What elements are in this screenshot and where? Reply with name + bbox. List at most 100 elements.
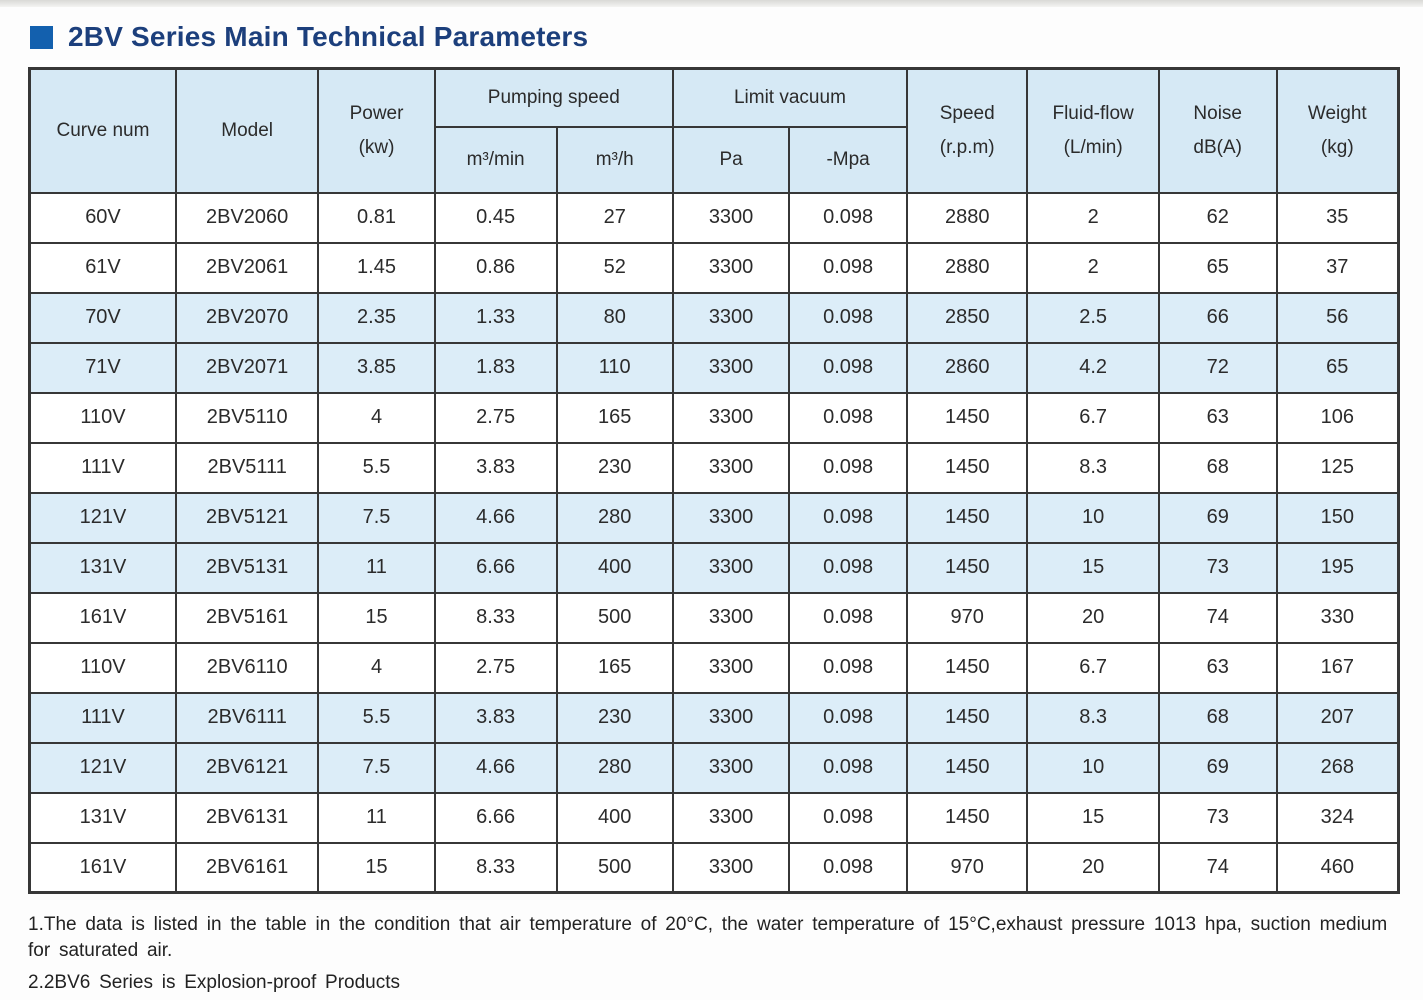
cell: 71V: [28, 341, 177, 394]
table-row: 71V 2BV2071 3.85 1.83 110 3300 0.098 2860 4.2 72 6…: [28, 341, 1400, 394]
cell: 280: [555, 741, 674, 794]
cell: 1.45: [317, 241, 436, 294]
cell: 2BV2061: [174, 241, 320, 294]
cell: 27: [555, 191, 674, 244]
cell: 4.66: [433, 741, 558, 794]
cell: 0.098: [788, 191, 908, 244]
cell: 5.5: [317, 691, 436, 744]
cell: 80: [555, 291, 674, 344]
cell: 2BV6110: [174, 641, 320, 694]
cell: 2.35: [317, 291, 436, 344]
cell: 3300: [671, 191, 791, 244]
cell: 3300: [671, 541, 791, 594]
cell: 1450: [905, 641, 1029, 694]
cell: 10: [1026, 741, 1160, 794]
cell: 56: [1275, 291, 1400, 344]
cell: 1.83: [433, 341, 558, 394]
cell: 324: [1275, 791, 1400, 844]
cell: 161V: [28, 591, 177, 644]
table-row: 110V 2BV5110 4 2.75 165 3300 0.098 1450 6.7 63 106: [28, 391, 1400, 444]
cell: 460: [1275, 841, 1400, 894]
cell: 0.098: [788, 241, 908, 294]
cell: 2BV6111: [174, 691, 320, 744]
cell: 2.75: [433, 391, 558, 444]
cell: 131V: [28, 541, 177, 594]
table-row: 131V 2BV6131 11 6.66 400 3300 0.098 1450 15 73 324: [28, 791, 1400, 844]
cell: 60V: [28, 191, 177, 244]
cell: 52: [555, 241, 674, 294]
col-header-speed: Speed (r.p.m): [905, 67, 1029, 194]
table-body: 60V 2BV2060 0.81 0.45 27 3300 0.098 2880 2 62 35 61…: [28, 191, 1400, 894]
table-row: 161V 2BV5161 15 8.33 500 3300 0.098 970 20 74 330: [28, 591, 1400, 644]
cell: 7.5: [317, 741, 436, 794]
table-row: 131V 2BV5131 11 6.66 400 3300 0.098 1450 15 73 195: [28, 541, 1400, 594]
cell: 20: [1026, 841, 1160, 894]
cell: 73: [1157, 791, 1278, 844]
cell: 2BV6131: [174, 791, 320, 844]
cell: 131V: [28, 791, 177, 844]
col-header-pumping-speed: Pumping speed: [433, 67, 674, 128]
technical-parameters-table: Curve num Model Power (kw) Pumping speed…: [28, 67, 1400, 894]
cell: 4.2: [1026, 341, 1160, 394]
col-header-limit-vacuum: Limit vacuum: [671, 67, 908, 128]
cell: 3300: [671, 441, 791, 494]
cell: 0.098: [788, 341, 908, 394]
col-header-pa: Pa: [671, 125, 791, 194]
cell: 121V: [28, 491, 177, 544]
cell: 0.45: [433, 191, 558, 244]
cell: 0.098: [788, 841, 908, 894]
cell: 400: [555, 791, 674, 844]
table-row: 61V 2BV2061 1.45 0.86 52 3300 0.098 2880 2 65 37: [28, 241, 1400, 294]
cell: 11: [317, 791, 436, 844]
cell: 3300: [671, 741, 791, 794]
cell: 0.098: [788, 791, 908, 844]
cell: 65: [1275, 341, 1400, 394]
datasheet-page: 2BV Series Main Technical Parameters Cur…: [0, 7, 1423, 997]
table-row: 111V 2BV5111 5.5 3.83 230 3300 0.098 1450 8.3 68 1…: [28, 441, 1400, 494]
cell: 0.098: [788, 691, 908, 744]
cell: 400: [555, 541, 674, 594]
cell: 110V: [28, 391, 177, 444]
col-header-mpa: -Mpa: [788, 125, 908, 194]
cell: 2860: [905, 341, 1029, 394]
scan-artifact-top-band: [0, 0, 1423, 7]
table-header: Curve num Model Power (kw) Pumping speed…: [28, 67, 1400, 194]
cell: 8.33: [433, 591, 558, 644]
cell: 121V: [28, 741, 177, 794]
cell: 74: [1157, 591, 1278, 644]
cell: 970: [905, 841, 1029, 894]
cell: 61V: [28, 241, 177, 294]
cell: 6.7: [1026, 391, 1160, 444]
cell: 2880: [905, 241, 1029, 294]
header-row-2: m³/min m³/h Pa -Mpa: [30, 125, 1399, 194]
cell: 161V: [28, 841, 177, 894]
cell: 330: [1275, 591, 1400, 644]
cell: 6.66: [433, 791, 558, 844]
table-row: 121V 2BV6121 7.5 4.66 280 3300 0.098 1450 10 69 26…: [28, 741, 1400, 794]
cell: 3300: [671, 591, 791, 644]
cell: 111V: [28, 691, 177, 744]
cell: 2880: [905, 191, 1029, 244]
cell: 3300: [671, 641, 791, 694]
cell: 2: [1026, 191, 1160, 244]
cell: 6.66: [433, 541, 558, 594]
page-title: 2BV Series Main Technical Parameters: [68, 21, 589, 52]
cell: 62: [1157, 191, 1278, 244]
cell: 110: [555, 341, 674, 394]
cell: 5.5: [317, 441, 436, 494]
cell: 280: [555, 491, 674, 544]
cell: 3300: [671, 341, 791, 394]
cell: 2.5: [1026, 291, 1160, 344]
cell: 1450: [905, 541, 1029, 594]
cell: 3300: [671, 241, 791, 294]
cell: 68: [1157, 691, 1278, 744]
cell: 66: [1157, 291, 1278, 344]
cell: 2: [1026, 241, 1160, 294]
cell: 4.66: [433, 491, 558, 544]
table-row: 111V 2BV6111 5.5 3.83 230 3300 0.098 1450 8.3 68 2…: [28, 691, 1400, 744]
cell: 1.33: [433, 291, 558, 344]
cell: 0.098: [788, 591, 908, 644]
cell: 0.098: [788, 391, 908, 444]
cell: 2BV5121: [174, 491, 320, 544]
cell: 2850: [905, 291, 1029, 344]
